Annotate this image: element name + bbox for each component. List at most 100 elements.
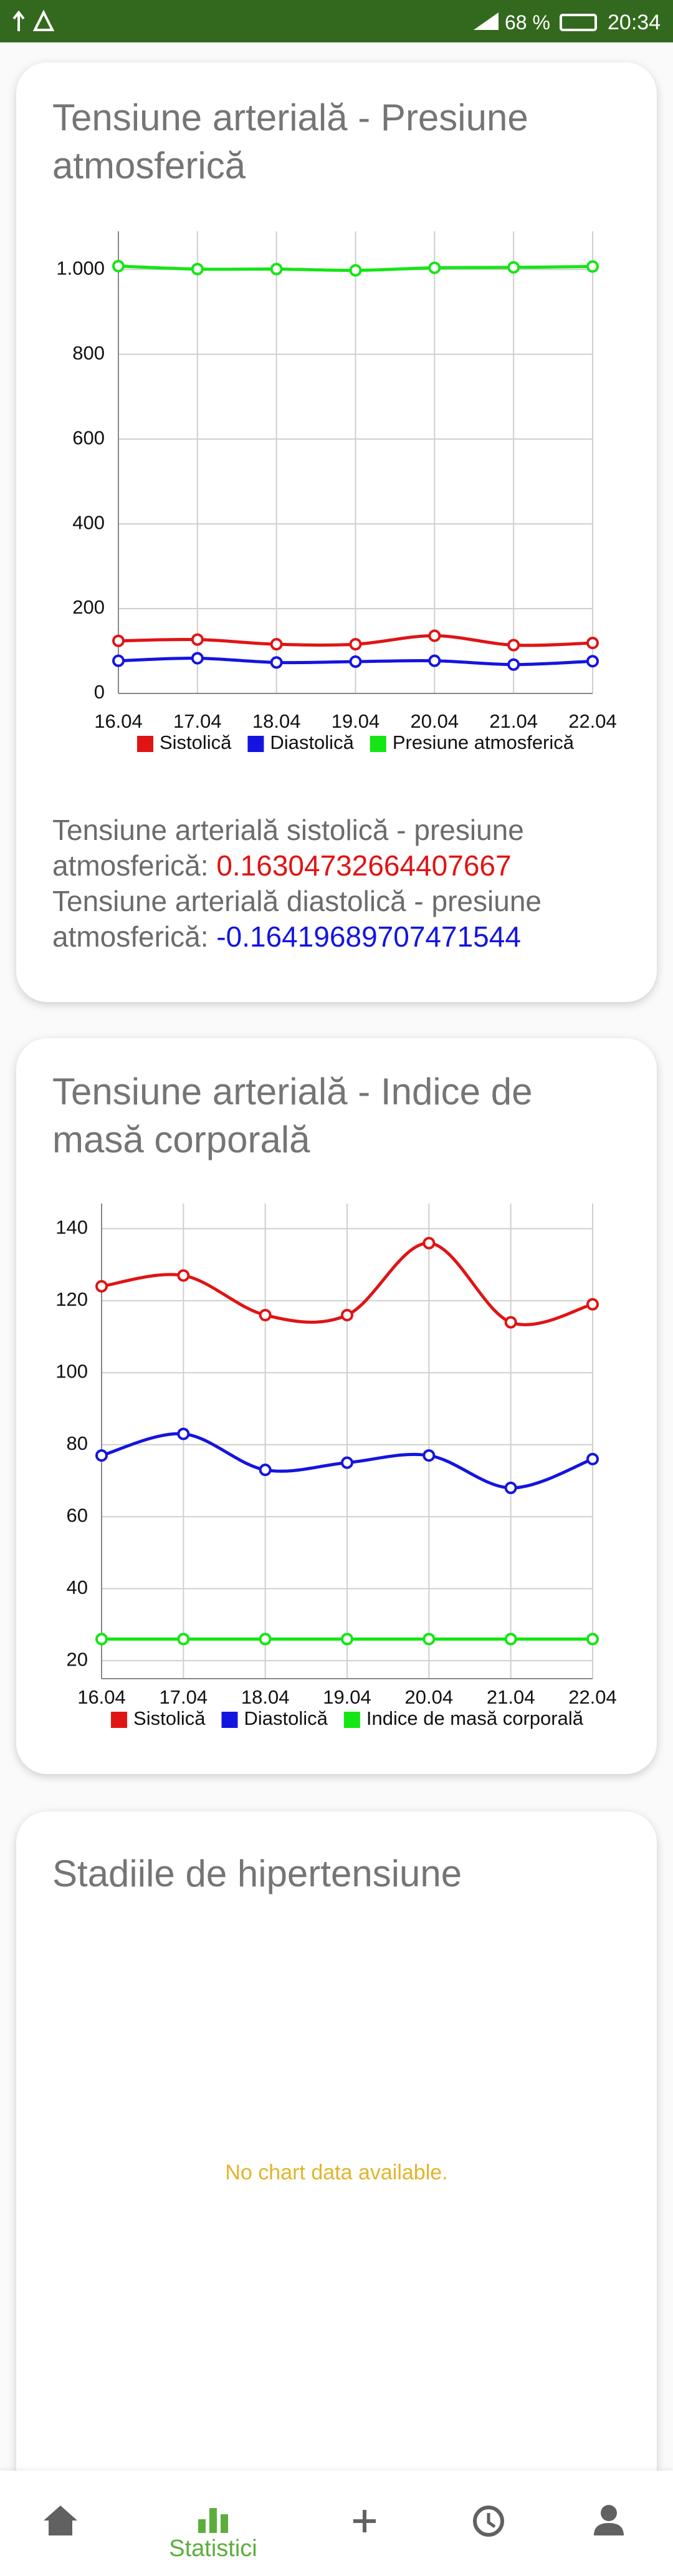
card-title: Tensiune arterială - Presiune atmosferic… (52, 97, 528, 186)
stats-icon[interactable] (198, 2519, 206, 2533)
chart: 20 40 60 80 100 120 140 16.04 17.04 18.04 19.04 20.… (55, 1204, 617, 1729)
signal-icon (474, 12, 499, 30)
x-tick-label: 20.04 (411, 710, 459, 732)
point (428, 261, 441, 274)
y-tick-label: 40 (67, 1576, 88, 1598)
point (586, 1298, 599, 1311)
profile-icon (594, 2523, 624, 2535)
point (507, 261, 520, 274)
x-tick-label: 18.04 (252, 710, 301, 732)
legend-swatch (111, 1712, 128, 1728)
point (112, 654, 125, 667)
warning-icon (32, 9, 55, 31)
y-tick-label: 100 (55, 1361, 88, 1382)
nav-icons (44, 2505, 624, 2537)
point (504, 1316, 517, 1329)
legend-swatch (136, 736, 153, 752)
stats-icon[interactable] (209, 2508, 217, 2533)
x-tick-label: 22.04 (568, 1686, 617, 1708)
card (16, 1811, 657, 2560)
x-tick-label: 17.04 (160, 1686, 208, 1708)
point (428, 654, 441, 667)
correlations: Tensiune arterială sistolică - presiune … (52, 813, 613, 955)
point (191, 263, 204, 276)
point (341, 1308, 353, 1321)
legend: Sistolică Diastolică Indice de masă corpor… (111, 1707, 584, 1729)
legend-label: Presiune atmosferică (393, 731, 575, 753)
point (507, 639, 520, 652)
x-tick-label: 16.04 (77, 1686, 126, 1708)
point (270, 656, 283, 669)
x-tick-label: 19.04 (332, 710, 380, 732)
point (422, 1449, 436, 1462)
point (586, 637, 599, 650)
usb-icon (12, 10, 25, 31)
history-icon[interactable] (473, 2506, 504, 2537)
y-tick-label: 120 (55, 1288, 88, 1310)
y-tick-label: 80 (67, 1432, 88, 1454)
point (112, 259, 125, 273)
point (586, 1633, 599, 1646)
add-icon[interactable] (353, 2510, 376, 2532)
y-tick-label: 400 (72, 511, 105, 533)
y-tick-label: 800 (72, 342, 105, 364)
y-tick-label: 1.000 (56, 257, 105, 279)
point (586, 655, 599, 668)
x-tick-label: 20.04 (405, 1686, 454, 1708)
correlation-value: -0.16419689707471544 (216, 920, 521, 953)
correlation-value: 0.16304732664407667 (216, 849, 512, 882)
nav-label[interactable]: Statistici (169, 2535, 257, 2562)
point (95, 1280, 108, 1293)
correlation-label: Tensiune arterială sistolică - presiune … (52, 814, 524, 882)
legend-label: Diastolică (244, 1707, 328, 1729)
empty-message: No chart data available. (225, 2161, 448, 2184)
profile-icon[interactable] (601, 2505, 617, 2521)
y-tick-label: 200 (72, 596, 105, 618)
point (507, 658, 520, 671)
correlation-label: Tensiune arterială diastolică - presiune… (52, 885, 542, 953)
point (95, 1633, 108, 1646)
x-tick-label: 21.04 (489, 710, 538, 732)
correlation: Tensiune arterială sistolică - presiune … (52, 813, 613, 884)
point (349, 638, 362, 651)
point (422, 1633, 436, 1646)
y-tick-label: 0 (94, 681, 105, 703)
point (504, 1633, 517, 1646)
point (341, 1456, 353, 1469)
card-title: Tensiune arterială - Indice de masă corp… (52, 1071, 533, 1160)
legend-label: Sistolică (133, 1707, 206, 1729)
point (270, 638, 283, 651)
y-tick-label: 60 (67, 1504, 88, 1526)
legend-swatch (221, 1712, 238, 1728)
y-tick-label: 20 (67, 1648, 88, 1670)
point (259, 1308, 272, 1321)
point (177, 1269, 190, 1282)
correlation: Tensiune arterială diastolică - presiune… (52, 884, 613, 955)
x-tick-label: 21.04 (487, 1686, 535, 1708)
point (177, 1427, 190, 1440)
card-title: Stadiile de hipertensiune (52, 1853, 462, 1894)
bottom-nav (0, 2471, 673, 2576)
legend-swatch (247, 736, 264, 752)
x-tick-label: 18.04 (241, 1686, 290, 1708)
legend-swatch (343, 1712, 360, 1728)
card (16, 1038, 657, 1774)
point (270, 263, 283, 276)
point (422, 1237, 436, 1250)
x-tick-label: 16.04 (94, 710, 143, 732)
home-icon[interactable] (44, 2506, 77, 2535)
x-tick-label: 17.04 (173, 710, 222, 732)
legend-label: Diastolică (270, 731, 354, 753)
status-icons (12, 9, 597, 31)
point (191, 633, 204, 646)
point (191, 652, 204, 665)
legend: Sistolică Diastolică Presiune atmosferică (136, 731, 575, 753)
legend-swatch (370, 736, 386, 752)
battery-icon (560, 14, 597, 31)
stats-icon[interactable] (221, 2514, 228, 2533)
point (177, 1633, 190, 1646)
point (586, 260, 599, 273)
legend-label: Indice de masă corporală (366, 1707, 584, 1729)
